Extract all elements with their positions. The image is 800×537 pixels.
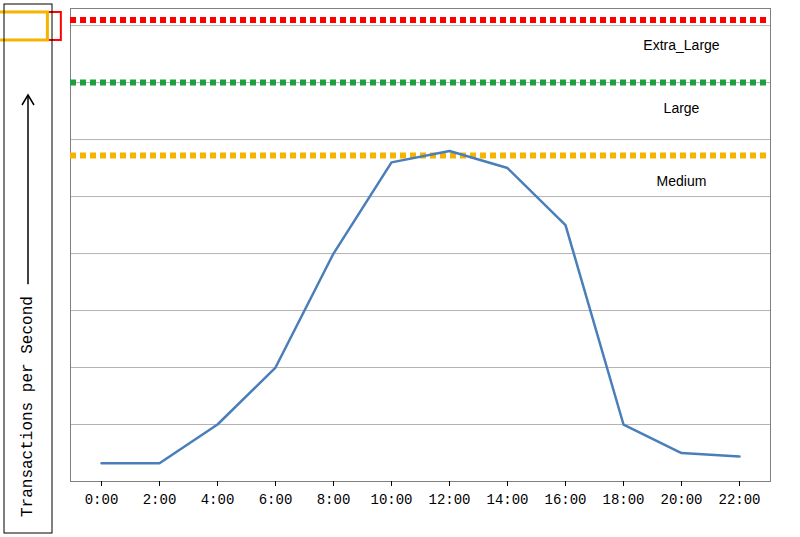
svg-text:10:00: 10:00 — [370, 492, 412, 508]
svg-text:Extra_Large: Extra_Large — [643, 37, 719, 53]
svg-text:22:00: 22:00 — [718, 492, 760, 508]
svg-text:6:00: 6:00 — [259, 492, 293, 508]
svg-text:4:00: 4:00 — [201, 492, 235, 508]
svg-text:8:00: 8:00 — [317, 492, 351, 508]
svg-text:Transactions per Second: Transactions per Second — [19, 296, 37, 517]
svg-text:18:00: 18:00 — [602, 492, 644, 508]
svg-text:14:00: 14:00 — [486, 492, 528, 508]
svg-text:16:00: 16:00 — [544, 492, 586, 508]
svg-text:2:00: 2:00 — [143, 492, 177, 508]
svg-text:Medium: Medium — [657, 173, 707, 189]
svg-text:0:00: 0:00 — [85, 492, 119, 508]
svg-text:20:00: 20:00 — [660, 492, 702, 508]
svg-text:Large: Large — [664, 100, 700, 116]
svg-text:12:00: 12:00 — [428, 492, 470, 508]
